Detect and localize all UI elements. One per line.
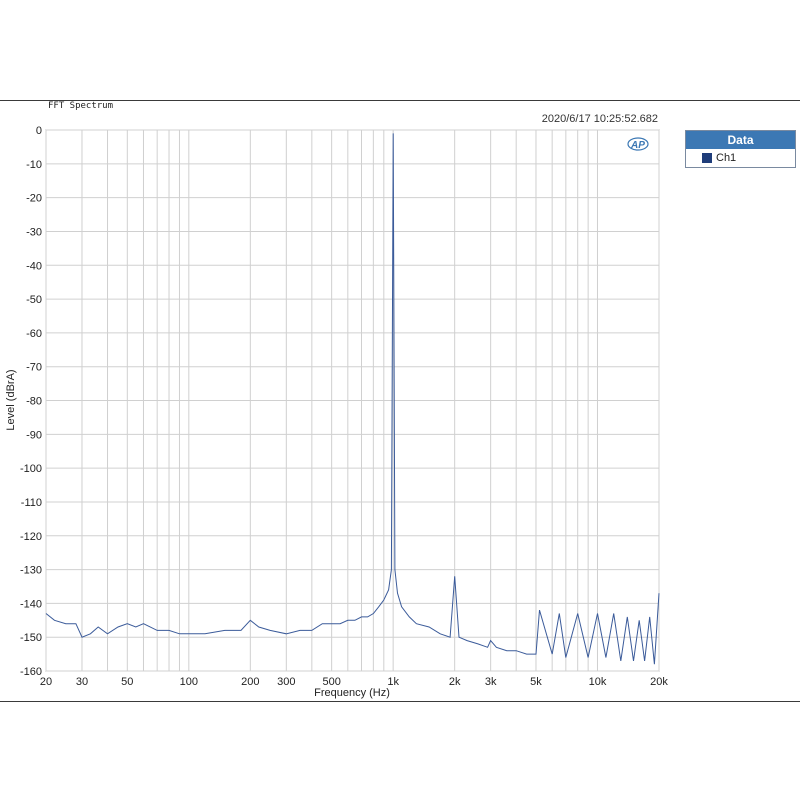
x-tick-label: 20 <box>40 676 52 688</box>
y-tick-label: -10 <box>26 159 42 171</box>
x-tick-label: 50 <box>121 676 133 688</box>
x-tick-label: 20k <box>650 676 668 688</box>
legend-label: Ch1 <box>716 152 737 164</box>
x-tick-label: 1k <box>387 676 399 688</box>
legend-header: Data <box>686 131 795 149</box>
x-tick-label: 30 <box>76 676 88 688</box>
x-tick-label: 100 <box>180 676 198 688</box>
ap-logo-text: AP <box>630 140 645 151</box>
x-tick-label: 5k <box>530 676 542 688</box>
x-tick-label: 3k <box>485 676 497 688</box>
legend-swatch <box>702 153 712 163</box>
y-tick-label: -130 <box>20 565 42 577</box>
x-tick-label: 10k <box>589 676 607 688</box>
grid <box>45 129 660 672</box>
y-tick-label: 0 <box>36 125 42 137</box>
y-tick-label: -50 <box>26 294 42 306</box>
x-tick-label: 300 <box>277 676 295 688</box>
y-tick-label: -70 <box>26 362 42 374</box>
y-tick-label: -100 <box>20 463 42 475</box>
ap-logo-icon: AP <box>627 137 649 151</box>
x-tick-label: 200 <box>241 676 259 688</box>
y-tick-label: -110 <box>21 497 42 509</box>
x-tick-label: 2k <box>449 676 461 688</box>
y-tick-label: -150 <box>20 632 42 644</box>
series-line-ch1 <box>45 133 660 665</box>
tick-labels: 20 30 50 100 200 300 500 1k 2k 3k 5k 10k 20k 0 -10 -20 -… <box>20 125 668 688</box>
y-tick-label: -90 <box>26 429 42 441</box>
trace-layer <box>45 133 660 665</box>
y-tick-label: -30 <box>26 226 42 238</box>
chart-title: FFT Spectrum <box>48 101 114 111</box>
y-axis-label: Level (dBrA) <box>5 369 17 430</box>
x-tick-label: 500 <box>322 676 340 688</box>
timestamp: 2020/6/17 10:25:52.682 <box>541 113 658 125</box>
legend-item-ch1[interactable]: Ch1 <box>686 149 795 167</box>
y-tick-label: -80 <box>26 396 42 408</box>
x-axis-label: Frequency (Hz) <box>314 687 390 699</box>
y-tick-label: -40 <box>26 260 42 272</box>
y-tick-label: -60 <box>26 328 42 340</box>
y-tick-label: -20 <box>26 193 42 205</box>
y-tick-label: -160 <box>20 666 42 678</box>
y-tick-label: -120 <box>20 531 42 543</box>
y-tick-label: -140 <box>20 598 42 610</box>
legend-panel[interactable]: Data Ch1 <box>685 130 796 168</box>
